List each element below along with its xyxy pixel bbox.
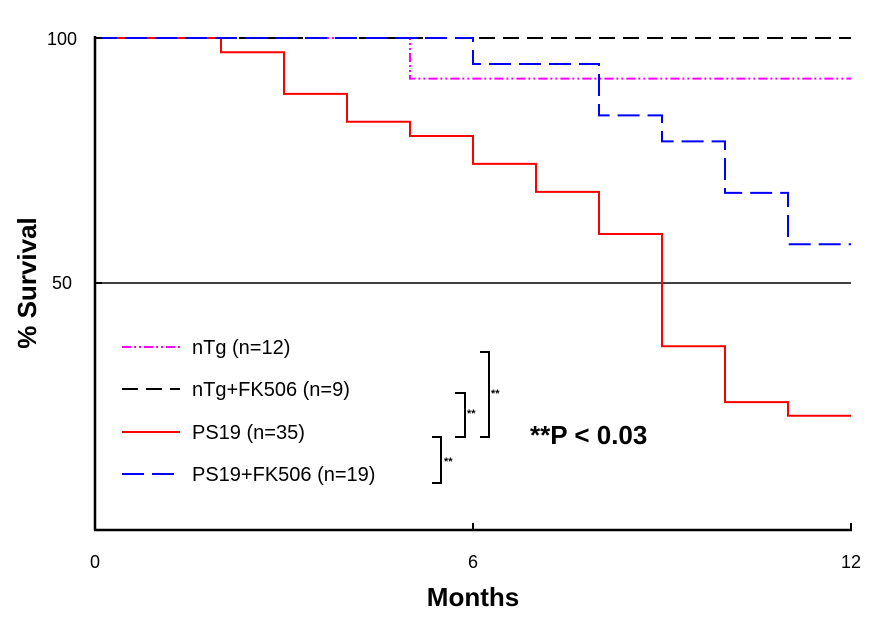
bracket-marker-3: ** [491, 388, 500, 400]
legend-label-ps19: PS19 (n=35) [192, 422, 305, 444]
bracket-ntgfk506-vs-ps19 [455, 392, 466, 438]
y-tick-label-50: 50 [52, 273, 72, 293]
tick-marks [94, 37, 852, 530]
legend-label-ntg: nTg (n=12) [192, 337, 290, 359]
legend-label-ntg-fk506: nTg+FK506 (n=9) [192, 379, 350, 401]
series-ps19-fk506 [95, 37, 851, 246]
x-tick-label-6: 6 [468, 552, 478, 572]
bracket-marker-2: ** [467, 408, 476, 420]
x-axis-title: Months [427, 582, 519, 612]
y-axis-title: % Survival [12, 217, 42, 349]
series-layer [95, 37, 851, 417]
x-tick-label-0: 0 [90, 552, 100, 572]
y-tick-label-100: 100 [47, 29, 77, 49]
significance-brackets: ** ** ** [432, 351, 500, 484]
bracket-ntg-vs-ps19 [480, 351, 490, 438]
legend-label-ps19-fk506: PS19+FK506 (n=19) [192, 464, 375, 486]
series-ps19 [95, 37, 851, 417]
p-value-annotation: **P < 0.03 [530, 420, 647, 450]
x-tick-label-12: 12 [841, 552, 861, 572]
legend: nTg (n=12) nTg+FK506 (n=9) PS19 (n=35) P… [122, 337, 375, 486]
bracket-ps19-vs-ps19fk506 [432, 436, 442, 484]
bracket-marker-1: ** [444, 456, 453, 468]
